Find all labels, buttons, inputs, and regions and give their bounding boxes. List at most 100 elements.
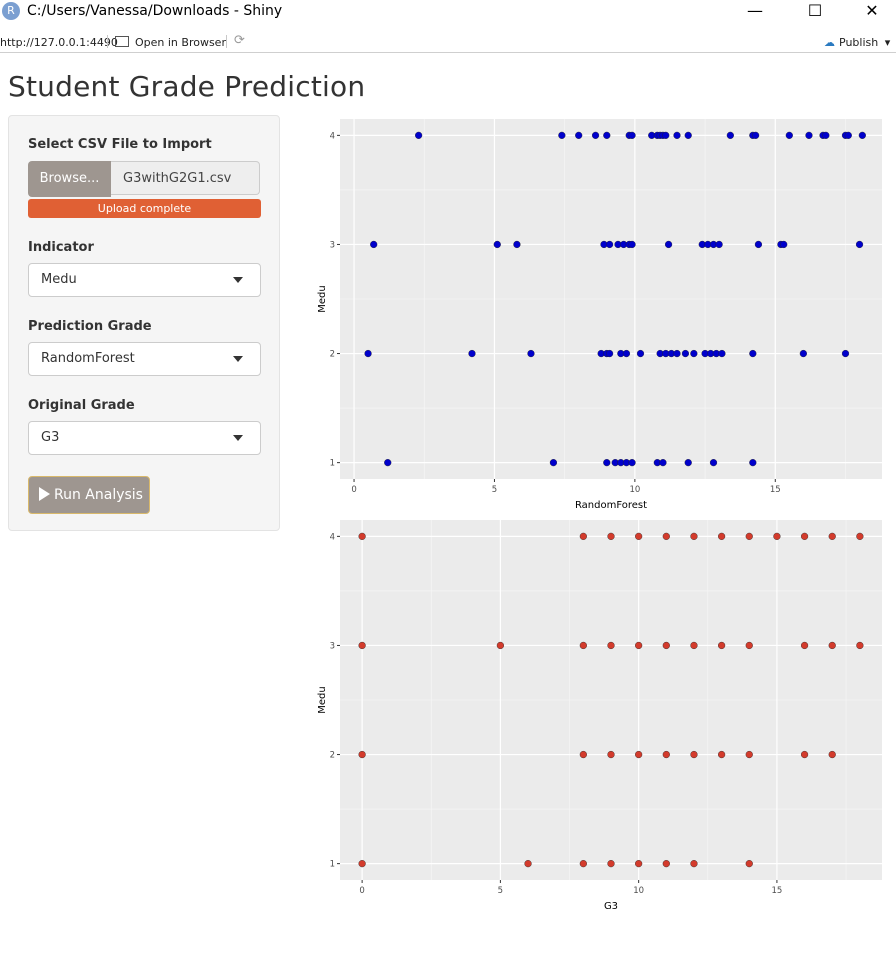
data-point bbox=[662, 860, 670, 868]
data-point bbox=[681, 349, 690, 358]
data-point bbox=[579, 750, 587, 759]
window-title-bar: R C:/Users/Vanessa/Downloads - Shiny — ☐… bbox=[0, 0, 896, 24]
data-point bbox=[828, 641, 836, 650]
x-tick-label: 15 bbox=[772, 886, 783, 896]
data-point bbox=[527, 349, 535, 358]
data-point bbox=[690, 349, 698, 358]
r-app-icon: R bbox=[2, 2, 20, 20]
data-point bbox=[549, 459, 558, 467]
close-button[interactable]: ✕ bbox=[865, 1, 879, 20]
g3-scatter-plot: 0 5 10 15 1 2 3 4 G3 Medu bbox=[317, 520, 882, 912]
data-point bbox=[605, 240, 614, 249]
x-tick-label: 0 bbox=[359, 886, 364, 896]
publish-dropdown-icon[interactable]: ▾ bbox=[884, 36, 891, 49]
open-in-browser-button[interactable]: Open in Browser bbox=[115, 36, 226, 49]
run-analysis-button[interactable]: Run Analysis bbox=[28, 476, 150, 514]
data-point bbox=[635, 750, 643, 759]
y-tick-label: 2 bbox=[330, 350, 335, 360]
y-axis-title: Medu bbox=[317, 285, 328, 312]
data-point bbox=[745, 641, 753, 650]
page-title: Student Grade Prediction bbox=[8, 70, 366, 103]
x-tick-label: 15 bbox=[770, 485, 781, 495]
file-name-field[interactable]: G3withG2G1.csv bbox=[111, 161, 260, 195]
y-axis-title: Medu bbox=[317, 686, 328, 713]
data-point bbox=[858, 131, 866, 139]
maximize-button[interactable]: ☐ bbox=[807, 1, 823, 20]
prediction-grade-select[interactable]: RandomForest bbox=[28, 342, 261, 376]
viewer-toolbar: http://127.0.0.1:4490 Open in Browser ⟳ … bbox=[0, 30, 896, 53]
data-point bbox=[822, 131, 830, 139]
original-grade-select[interactable]: G3 bbox=[28, 421, 261, 455]
browser-window-icon bbox=[115, 36, 129, 47]
publish-label: Publish bbox=[839, 36, 879, 49]
data-point bbox=[579, 532, 587, 540]
y-tick-label: 3 bbox=[330, 641, 335, 651]
y-tick-label: 4 bbox=[330, 131, 335, 141]
data-point bbox=[358, 750, 366, 759]
chevron-down-icon bbox=[233, 356, 243, 362]
data-point bbox=[628, 459, 636, 467]
indicator-value: Medu bbox=[41, 272, 77, 287]
data-point bbox=[718, 532, 726, 540]
browse-button[interactable]: Browse... bbox=[28, 161, 111, 197]
data-point bbox=[607, 750, 615, 759]
publish-button[interactable]: ☁ Publish ▾ bbox=[824, 36, 890, 49]
data-point bbox=[622, 349, 631, 358]
data-point bbox=[718, 641, 726, 650]
toolbar-divider bbox=[226, 35, 227, 48]
data-point bbox=[855, 240, 864, 249]
data-point bbox=[579, 641, 587, 650]
data-point bbox=[370, 240, 378, 249]
data-point bbox=[715, 240, 723, 249]
data-point bbox=[415, 131, 423, 139]
random-forest-scatter-plot: 0 5 10 15 1 2 3 4 RandomForest Medu bbox=[317, 119, 882, 511]
data-point bbox=[662, 641, 670, 650]
file-input-label: Select CSV File to Import bbox=[28, 137, 212, 152]
refresh-icon[interactable]: ⟳ bbox=[234, 33, 245, 48]
data-point bbox=[673, 349, 681, 358]
data-point bbox=[603, 131, 611, 139]
data-point bbox=[709, 459, 718, 467]
data-point bbox=[749, 349, 757, 358]
data-point bbox=[754, 240, 763, 249]
data-point bbox=[752, 131, 760, 139]
data-point bbox=[468, 349, 476, 358]
data-point bbox=[513, 240, 521, 249]
sidebar-panel: Select CSV File to Import Browse... G3wi… bbox=[8, 115, 280, 531]
indicator-label: Indicator bbox=[28, 240, 94, 255]
data-point bbox=[607, 532, 615, 540]
y-tick-label: 1 bbox=[330, 459, 335, 469]
original-grade-label: Original Grade bbox=[28, 398, 135, 413]
minimize-button[interactable]: — bbox=[747, 1, 763, 20]
chevron-down-icon bbox=[233, 277, 243, 283]
data-point bbox=[690, 532, 698, 540]
data-point bbox=[800, 532, 809, 540]
data-point bbox=[628, 240, 636, 249]
data-point bbox=[662, 131, 670, 139]
window-title: C:/Users/Vanessa/Downloads - Shiny bbox=[27, 3, 283, 19]
data-point bbox=[493, 240, 501, 249]
data-point bbox=[745, 860, 753, 868]
data-point bbox=[384, 459, 392, 467]
data-point bbox=[358, 532, 366, 540]
data-point bbox=[690, 860, 698, 868]
open-in-browser-label: Open in Browser bbox=[135, 36, 226, 49]
chevron-down-icon bbox=[233, 435, 243, 441]
x-tick-label: 10 bbox=[633, 886, 644, 896]
data-point bbox=[607, 860, 615, 868]
data-point bbox=[673, 131, 681, 139]
data-point bbox=[800, 641, 809, 650]
indicator-select[interactable]: Medu bbox=[28, 263, 261, 297]
data-point bbox=[605, 349, 614, 358]
data-point bbox=[524, 860, 532, 868]
data-point bbox=[749, 459, 757, 467]
y-tick-label: 1 bbox=[330, 860, 335, 870]
data-point bbox=[841, 349, 850, 358]
data-point bbox=[690, 641, 698, 650]
data-point bbox=[684, 131, 692, 139]
data-point bbox=[745, 532, 753, 540]
y-tick-label: 4 bbox=[330, 532, 335, 542]
data-point bbox=[664, 240, 673, 249]
data-point bbox=[828, 750, 836, 759]
data-point bbox=[690, 750, 698, 759]
